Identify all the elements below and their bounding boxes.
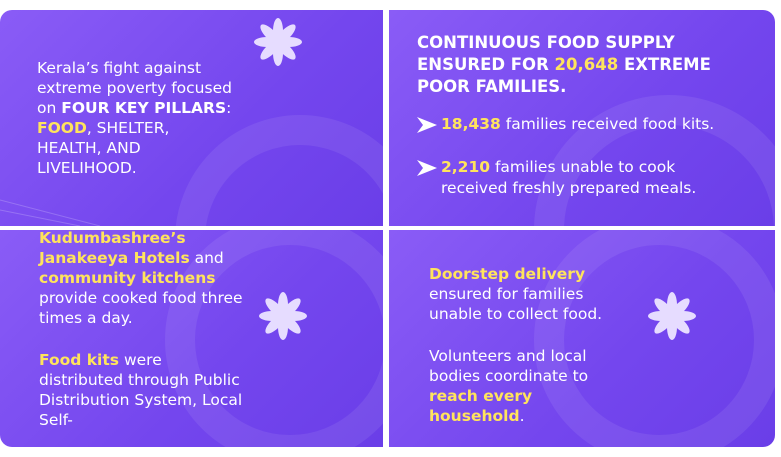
heading: CONTINUOUS FOOD SUPPLY ENSURED FOR 20,64… [417, 32, 717, 98]
panel: CONTINUOUS FOOD SUPPLY ENSURED FOR 20,64… [389, 10, 775, 226]
decoration [165, 230, 383, 447]
text-segment: community kitchens [39, 269, 216, 287]
text-segment: 20,648 [554, 55, 619, 74]
text-segment: Kudumbashree’s Janakeeya Hotels [39, 230, 190, 267]
text-segment: and [189, 249, 224, 267]
panel: Kudumbashree’s Janakeeya Hotels and comm… [0, 230, 383, 447]
decoration [534, 230, 775, 447]
text-segment: ensured for families unable to collect f… [429, 285, 603, 323]
text-block: Doorstep delivery ensured for families u… [429, 264, 629, 447]
text-segment: Food kits [39, 351, 120, 369]
text-segment: EXTREME POOR FAMILIES [417, 55, 711, 96]
text-segment: Volunteers and local bodies coordinate t… [429, 347, 589, 385]
decoration [534, 95, 775, 226]
panel: Doorstep delivery ensured for families u… [389, 230, 775, 447]
text-segment: Doorstep delivery [429, 265, 586, 283]
text-segment: Kerala’s fight against extreme poverty f… [37, 59, 232, 117]
text-segment: 2,210 [441, 158, 491, 176]
paragraph: Food kits were distributed through Publi… [39, 350, 249, 430]
text-segment: families received food kits. [500, 115, 715, 133]
text-segment: . [560, 77, 567, 96]
text-block: CONTINUOUS FOOD SUPPLY ENSURED FOR 20,64… [417, 32, 717, 221]
paragraph: Kerala’s fight against extreme poverty f… [37, 58, 237, 178]
text-segment: CONTINUOUS FOOD SUPPLY ENSURED FOR [417, 33, 675, 74]
panel: Kerala’s fight against extreme poverty f… [0, 10, 383, 226]
text-block: Kudumbashree’s Janakeeya Hotels and comm… [39, 230, 249, 447]
paragraph: Volunteers and local bodies coordinate t… [429, 346, 629, 426]
bullet: 2,210 families unable to cook received f… [417, 157, 717, 199]
text-segment: , SHELTER, HEALTH, AND LIVELIHOOD. [37, 119, 170, 177]
text-segment: provide cooked food three times a day. [39, 289, 243, 327]
paragraph: Doorstep delivery ensured for families u… [429, 264, 629, 324]
text-segment: families unable to cook received freshly… [441, 158, 697, 197]
bullet: 18,438 families received food kits. [417, 114, 717, 135]
text-segment: 18,438 [441, 115, 501, 133]
arrow-icon [417, 117, 437, 133]
text-segment: FOUR KEY PILLARS [61, 99, 227, 117]
text-block: Kerala’s fight against extreme poverty f… [37, 58, 237, 200]
paragraph: Kudumbashree’s Janakeeya Hotels and comm… [39, 230, 249, 328]
decoration [0, 18, 383, 226]
text-segment: . [519, 407, 525, 425]
text-segment: : [226, 99, 232, 117]
text-segment: were distributed through Public Distribu… [39, 351, 243, 429]
arrow-icon [417, 160, 437, 176]
text-segment: FOOD [37, 119, 87, 137]
text-segment: reach every household [429, 387, 533, 425]
